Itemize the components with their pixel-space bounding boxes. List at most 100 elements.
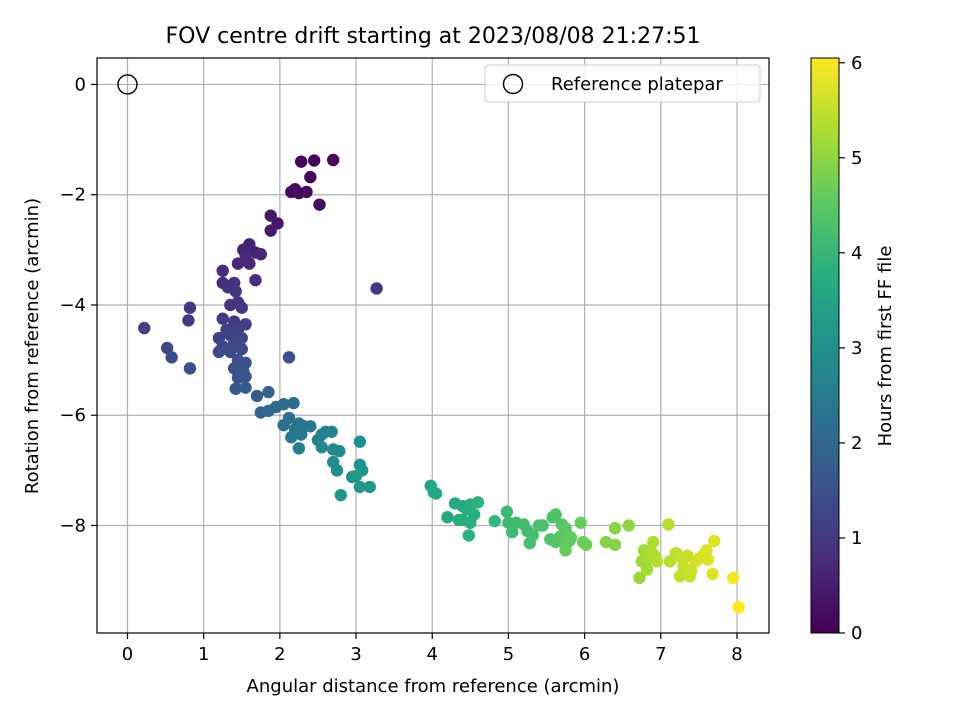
data-points: [117, 74, 745, 614]
data-point: [633, 571, 646, 585]
data-point: [429, 487, 443, 500]
y-tick-label: −8: [59, 515, 86, 536]
data-point: [292, 186, 306, 200]
data-point: [559, 544, 572, 557]
colorbar: 0 1 2 3 4 5 6 Hours from first FF file: [810, 53, 896, 644]
y-tick-label: −2: [59, 185, 86, 206]
data-point: [500, 505, 514, 518]
colorbar-tick-label: 2: [851, 433, 862, 454]
data-point: [216, 264, 229, 277]
legend-box: [484, 64, 761, 103]
colorbar-tick-label: 5: [851, 148, 862, 169]
data-point: [662, 518, 675, 531]
data-point: [701, 553, 715, 566]
data-point: [307, 154, 321, 167]
data-point: [325, 425, 338, 438]
data-point: [726, 571, 740, 585]
data-point: [650, 555, 664, 568]
data-point: [292, 442, 306, 455]
data-point: [707, 534, 721, 548]
data-point: [304, 170, 317, 184]
x-tick-label: 1: [198, 644, 209, 665]
data-point: [333, 444, 346, 458]
data-point: [160, 341, 174, 355]
data-point: [313, 198, 326, 211]
y-tick-label: −4: [59, 295, 86, 316]
data-point: [685, 564, 698, 577]
data-point: [334, 488, 348, 502]
data-point: [138, 321, 151, 335]
data-point: [471, 496, 485, 509]
data-point: [526, 529, 540, 542]
data-point: [315, 441, 328, 454]
legend-marker: [502, 73, 524, 95]
data-point: [282, 351, 296, 364]
data-point: [564, 531, 578, 544]
data-point: [304, 420, 317, 433]
reference-platepar-marker: [117, 74, 138, 95]
colorbar-tick-label: 6: [851, 53, 862, 74]
data-point: [549, 508, 562, 521]
grid: [97, 58, 769, 633]
colorbar-label: Hours from first FF file: [875, 246, 896, 447]
data-point: [574, 516, 588, 529]
data-point: [294, 428, 308, 441]
colorbar-gradient: [810, 57, 840, 634]
colorbar-ticks: 0 1 2 3 4 5 6: [839, 53, 862, 644]
axis-ticks: 0 1 2 3 4 5 6 7 8 0 −2 −4 −6 −8: [59, 74, 742, 665]
plot-frame: [96, 57, 770, 634]
y-tick-label: 0: [75, 74, 86, 95]
x-tick-label: 3: [350, 644, 361, 665]
data-point: [353, 435, 367, 448]
data-point: [216, 312, 229, 325]
data-point: [622, 519, 636, 532]
data-point: [224, 345, 237, 359]
y-tick-label: −6: [59, 405, 86, 426]
legend-label: Reference platepar: [551, 74, 723, 95]
data-point: [673, 570, 687, 583]
data-point: [640, 563, 654, 576]
data-point: [700, 544, 713, 557]
data-point: [243, 257, 256, 270]
data-point: [536, 519, 549, 532]
data-point: [363, 480, 376, 494]
data-point: [229, 284, 242, 298]
chart-title: FOV centre drift starting at 2023/08/08 …: [166, 24, 701, 49]
colorbar-tick-label: 1: [851, 528, 862, 549]
data-point: [165, 351, 178, 364]
data-point: [254, 248, 268, 261]
data-point: [462, 529, 476, 542]
data-point: [277, 398, 290, 411]
data-point: [212, 345, 226, 359]
colorbar-tick-label: 4: [851, 243, 862, 264]
x-tick-label: 0: [122, 644, 133, 665]
data-point: [239, 370, 252, 383]
legend: Reference platepar: [484, 64, 761, 103]
data-point: [506, 525, 519, 539]
x-tick-label: 2: [274, 644, 285, 665]
data-point: [264, 224, 277, 237]
data-point: [229, 382, 242, 395]
data-point: [262, 385, 275, 399]
data-point: [231, 257, 245, 270]
x-tick-label: 6: [579, 644, 590, 665]
data-point: [706, 567, 719, 581]
x-tick-label: 5: [503, 644, 514, 665]
data-point: [370, 282, 383, 295]
colorbar-tick-label: 3: [851, 338, 862, 359]
x-tick-label: 7: [655, 644, 666, 665]
data-point: [349, 469, 363, 483]
data-point: [441, 511, 454, 524]
data-point: [608, 538, 622, 551]
data-point: [464, 516, 477, 529]
data-point: [182, 314, 195, 327]
data-point: [250, 389, 264, 403]
data-point: [579, 538, 593, 551]
data-point: [277, 418, 290, 432]
data-point: [353, 480, 367, 494]
data-point: [235, 301, 248, 314]
data-point: [488, 514, 501, 528]
data-point: [235, 342, 248, 356]
